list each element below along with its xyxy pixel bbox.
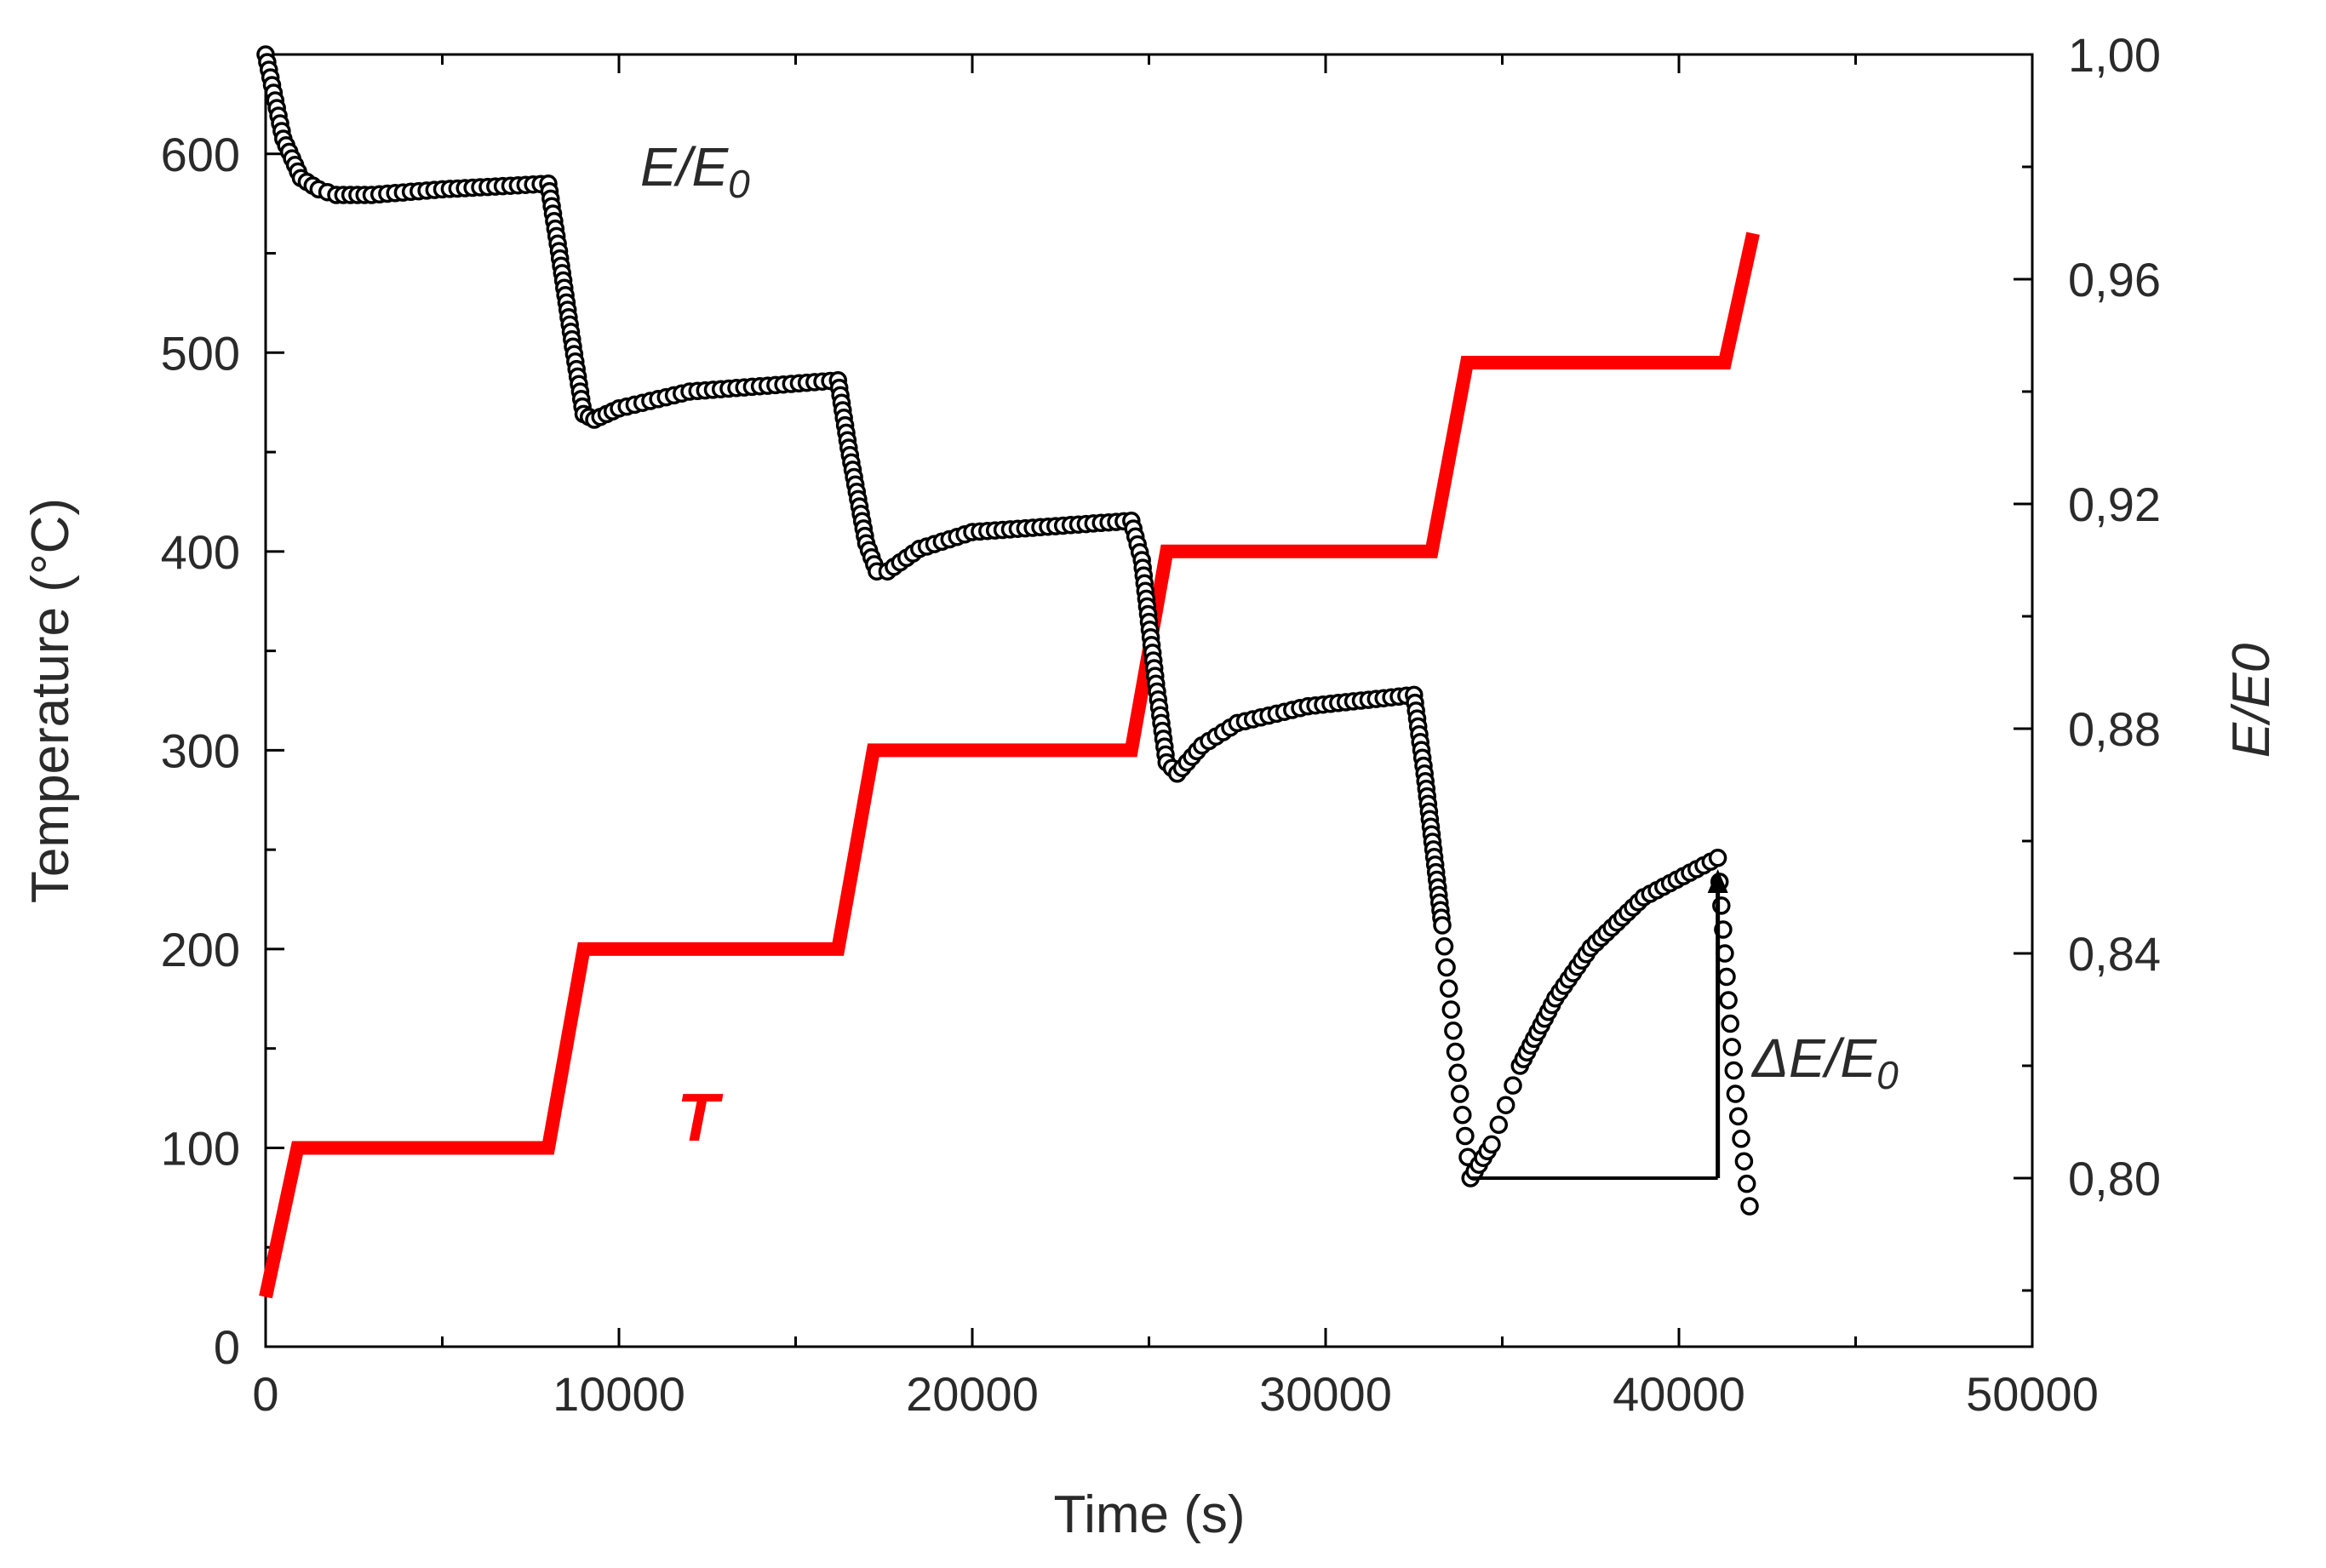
y-left-tick-label: 200 — [161, 923, 240, 976]
y-right-axis-title: E/E0 — [2222, 644, 2281, 758]
modulus-point — [1439, 979, 1458, 999]
x-tick-label: 40000 — [1613, 1367, 1745, 1421]
t-annotation: T — [677, 1079, 724, 1155]
y-left-tick-label: 400 — [161, 525, 240, 579]
modulus-point — [1482, 1135, 1501, 1154]
modulus-point — [1737, 1174, 1756, 1193]
delta-triangle — [1470, 869, 1728, 1180]
x-tick-label: 30000 — [1259, 1367, 1392, 1421]
modulus-point — [1708, 849, 1727, 867]
modulus-point — [1448, 1063, 1467, 1083]
ticks-layer — [264, 53, 2034, 1348]
modulus-point — [1734, 1152, 1754, 1170]
delta-triangle-arrowhead — [1707, 869, 1728, 893]
modulus-point — [1719, 991, 1738, 1010]
modulus-point — [1453, 1106, 1472, 1124]
modulus-point — [1446, 1042, 1465, 1062]
modulus-point — [1456, 1126, 1475, 1146]
y-right-tick-label: 0,92 — [2068, 478, 2161, 531]
modulus-point — [1717, 967, 1736, 987]
modulus-point — [1504, 1076, 1522, 1095]
modulus-point — [1441, 1000, 1461, 1019]
modulus-point — [1437, 958, 1456, 977]
modulus-point — [1496, 1096, 1515, 1114]
modulus-point — [1721, 1014, 1739, 1033]
x-tick-label: 50000 — [1966, 1367, 2099, 1421]
x-tick-label: 0 — [252, 1367, 278, 1421]
modulus-point — [1450, 1084, 1470, 1103]
y-right-tick-label: 1,00 — [2068, 28, 2161, 82]
delta-annotation: ΔE/E0 — [1750, 1027, 1899, 1097]
modulus-point — [1489, 1115, 1509, 1135]
y-left-tick-label: 0 — [214, 1320, 240, 1374]
x-tick-label: 10000 — [553, 1367, 685, 1421]
modulus-point — [1724, 1061, 1744, 1080]
modulus-point — [1732, 1130, 1750, 1148]
modulus-point — [1740, 1197, 1759, 1216]
y-right-tick-label: 0,84 — [2068, 927, 2161, 981]
tick-labels-layer: 0 10000 20000 30000 40000 5000001002003004005… — [161, 28, 2161, 1421]
y-right-tick-label: 0,80 — [2068, 1152, 2161, 1205]
delta-annotation-sub: 0 — [1876, 1053, 1899, 1097]
delta-annotation-main: ΔE/E — [1750, 1027, 1877, 1089]
y-left-tick-label: 600 — [161, 128, 240, 181]
x-axis-title: Time (s) — [1054, 1485, 1246, 1544]
modulus-point — [1444, 1021, 1463, 1040]
modulus-point — [1435, 937, 1454, 956]
ee0-annotation-main: E/E — [640, 136, 729, 197]
ee0-annotation-sub: 0 — [728, 162, 750, 206]
modulus-point — [1728, 1107, 1748, 1126]
y-left-tick-label: 300 — [161, 724, 240, 777]
y-left-axis-title: Temperature (°C) — [21, 498, 80, 903]
temperature-line — [259, 232, 1760, 1299]
y-right-tick-label: 0,96 — [2068, 253, 2161, 306]
x-tick-label: 20000 — [906, 1367, 1039, 1421]
y-right-tick-label: 0,88 — [2068, 702, 2161, 756]
modulus-point — [1722, 1038, 1741, 1056]
temperature-series — [259, 232, 1760, 1299]
y-left-tick-label: 100 — [161, 1121, 240, 1175]
y-left-tick-label: 500 — [161, 326, 240, 380]
modulus-point — [1726, 1084, 1745, 1103]
modulus-series — [256, 45, 1759, 1216]
ee0-annotation: E/E0 — [640, 136, 750, 206]
modulus-point — [1433, 916, 1452, 935]
